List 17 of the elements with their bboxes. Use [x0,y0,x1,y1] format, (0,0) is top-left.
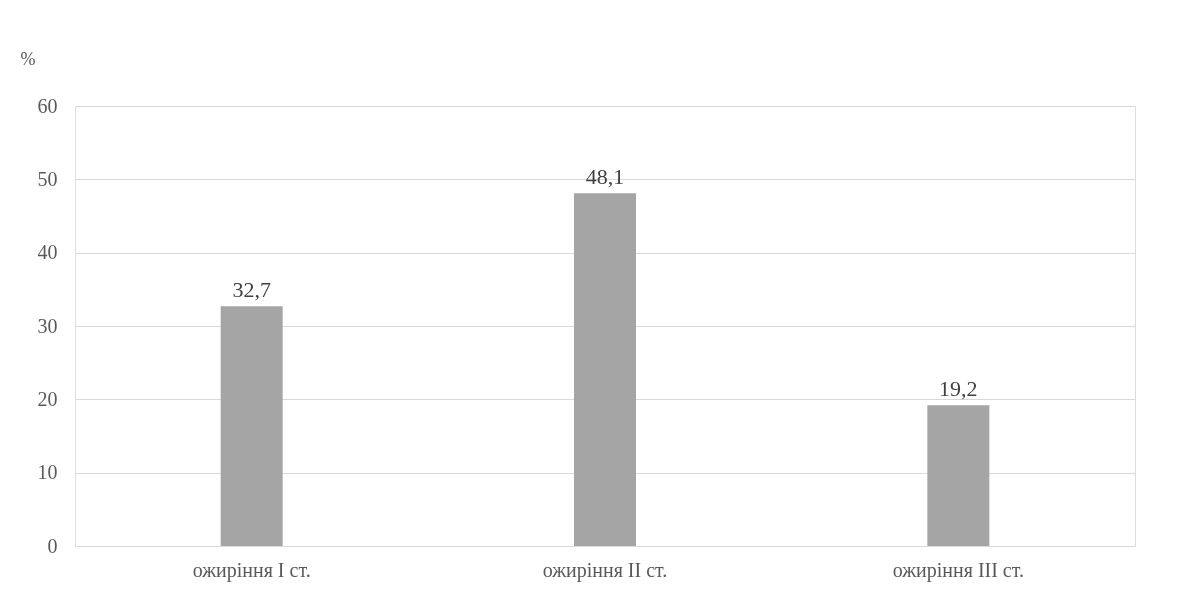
y-axis-title: % [20,48,36,69]
y-tick-label: 10 [37,461,58,484]
x-tick-label: ожиріння I ст. [192,558,311,582]
y-tick-label: 0 [47,534,58,557]
y-tick-label: 50 [37,167,58,190]
x-tick-label: ожиріння III ст. [892,558,1024,582]
data-label: 19,2 [939,376,978,402]
y-tick-label: 60 [37,94,58,117]
bar [574,193,636,546]
y-tick-label: 40 [37,241,58,264]
data-label: 48,1 [585,164,625,190]
bar [927,405,990,546]
x-tick-label: ожиріння II ст. [542,558,668,582]
y-tick-label: 30 [37,314,58,337]
y-tick-label: 20 [37,387,58,410]
data-label: 32,7 [232,277,271,303]
bar [220,306,283,546]
